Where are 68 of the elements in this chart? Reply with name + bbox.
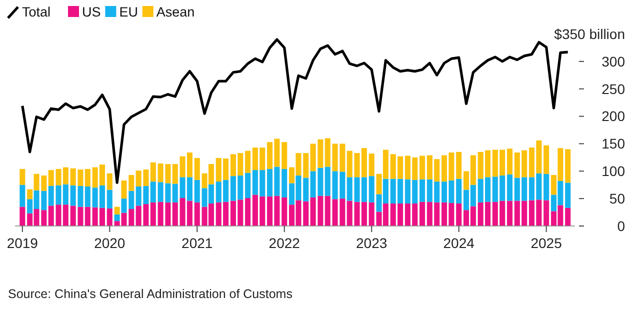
- x-tick-label: 2023: [356, 235, 388, 251]
- source-note: Source: China's General Administration of Customs: [8, 287, 292, 301]
- bar: [346, 200, 352, 226]
- bar: [324, 166, 330, 196]
- bar: [544, 174, 550, 200]
- bar: [456, 204, 462, 226]
- x-tick-label: 2021: [182, 235, 213, 251]
- x-tick-label: 2025: [530, 235, 562, 251]
- bar: [565, 208, 571, 226]
- bar: [544, 145, 550, 174]
- bar: [565, 182, 571, 208]
- legend-label: US: [82, 4, 101, 20]
- line-series: [21, 38, 570, 184]
- y-tick-label: 250: [602, 80, 626, 97]
- bar: [245, 198, 251, 226]
- x-tick-label: 2024: [443, 235, 475, 251]
- bar: [282, 142, 288, 169]
- bar: [303, 178, 309, 202]
- legend-label: Asean: [156, 4, 195, 20]
- bar: [194, 202, 200, 226]
- bar: [194, 158, 200, 180]
- legend-label: EU: [119, 4, 138, 20]
- bar: [20, 206, 26, 226]
- bar: [303, 201, 309, 226]
- bar: [506, 148, 513, 174]
- bar: [565, 149, 571, 183]
- bar: [456, 152, 462, 179]
- y-tick-label: $350 billion: [554, 26, 625, 42]
- bar: [194, 180, 200, 202]
- y-tick-label: 0: [617, 218, 626, 234]
- bar: [282, 197, 288, 226]
- bar: [346, 177, 352, 201]
- bar: [150, 182, 156, 202]
- bar: [114, 214, 120, 222]
- bar: [544, 200, 550, 226]
- y-tick-label: 100: [602, 163, 626, 180]
- bar: [245, 150, 251, 173]
- bar: [303, 153, 309, 178]
- bar: [346, 150, 352, 178]
- x-tick-label: 2020: [94, 235, 126, 251]
- bar: [172, 164, 178, 184]
- bar: [245, 172, 251, 198]
- y-tick-label: 200: [602, 108, 626, 124]
- bar: [20, 168, 26, 185]
- y-tick-label: 150: [602, 136, 626, 152]
- bar: [420, 202, 426, 226]
- y-tick-label: 50: [609, 190, 626, 206]
- bar: [506, 200, 513, 226]
- bar: [150, 162, 156, 182]
- x-tick-label: 2022: [268, 235, 300, 251]
- y-tick-label: 300: [602, 53, 626, 70]
- bar: [420, 179, 426, 202]
- bar: [282, 168, 288, 198]
- bar: [420, 156, 426, 180]
- bar: [106, 190, 112, 208]
- bar: [150, 202, 156, 226]
- bar: [20, 184, 26, 207]
- bar: [106, 173, 112, 190]
- bar: [106, 208, 112, 226]
- bar: [456, 178, 462, 204]
- bar: [172, 184, 178, 202]
- bar: [324, 138, 330, 167]
- bar: [506, 174, 513, 201]
- bar: [114, 206, 120, 214]
- bar: [172, 202, 178, 226]
- legend-label: Total: [22, 4, 51, 20]
- x-tick-label: 2019: [6, 235, 38, 251]
- bar: [324, 196, 330, 226]
